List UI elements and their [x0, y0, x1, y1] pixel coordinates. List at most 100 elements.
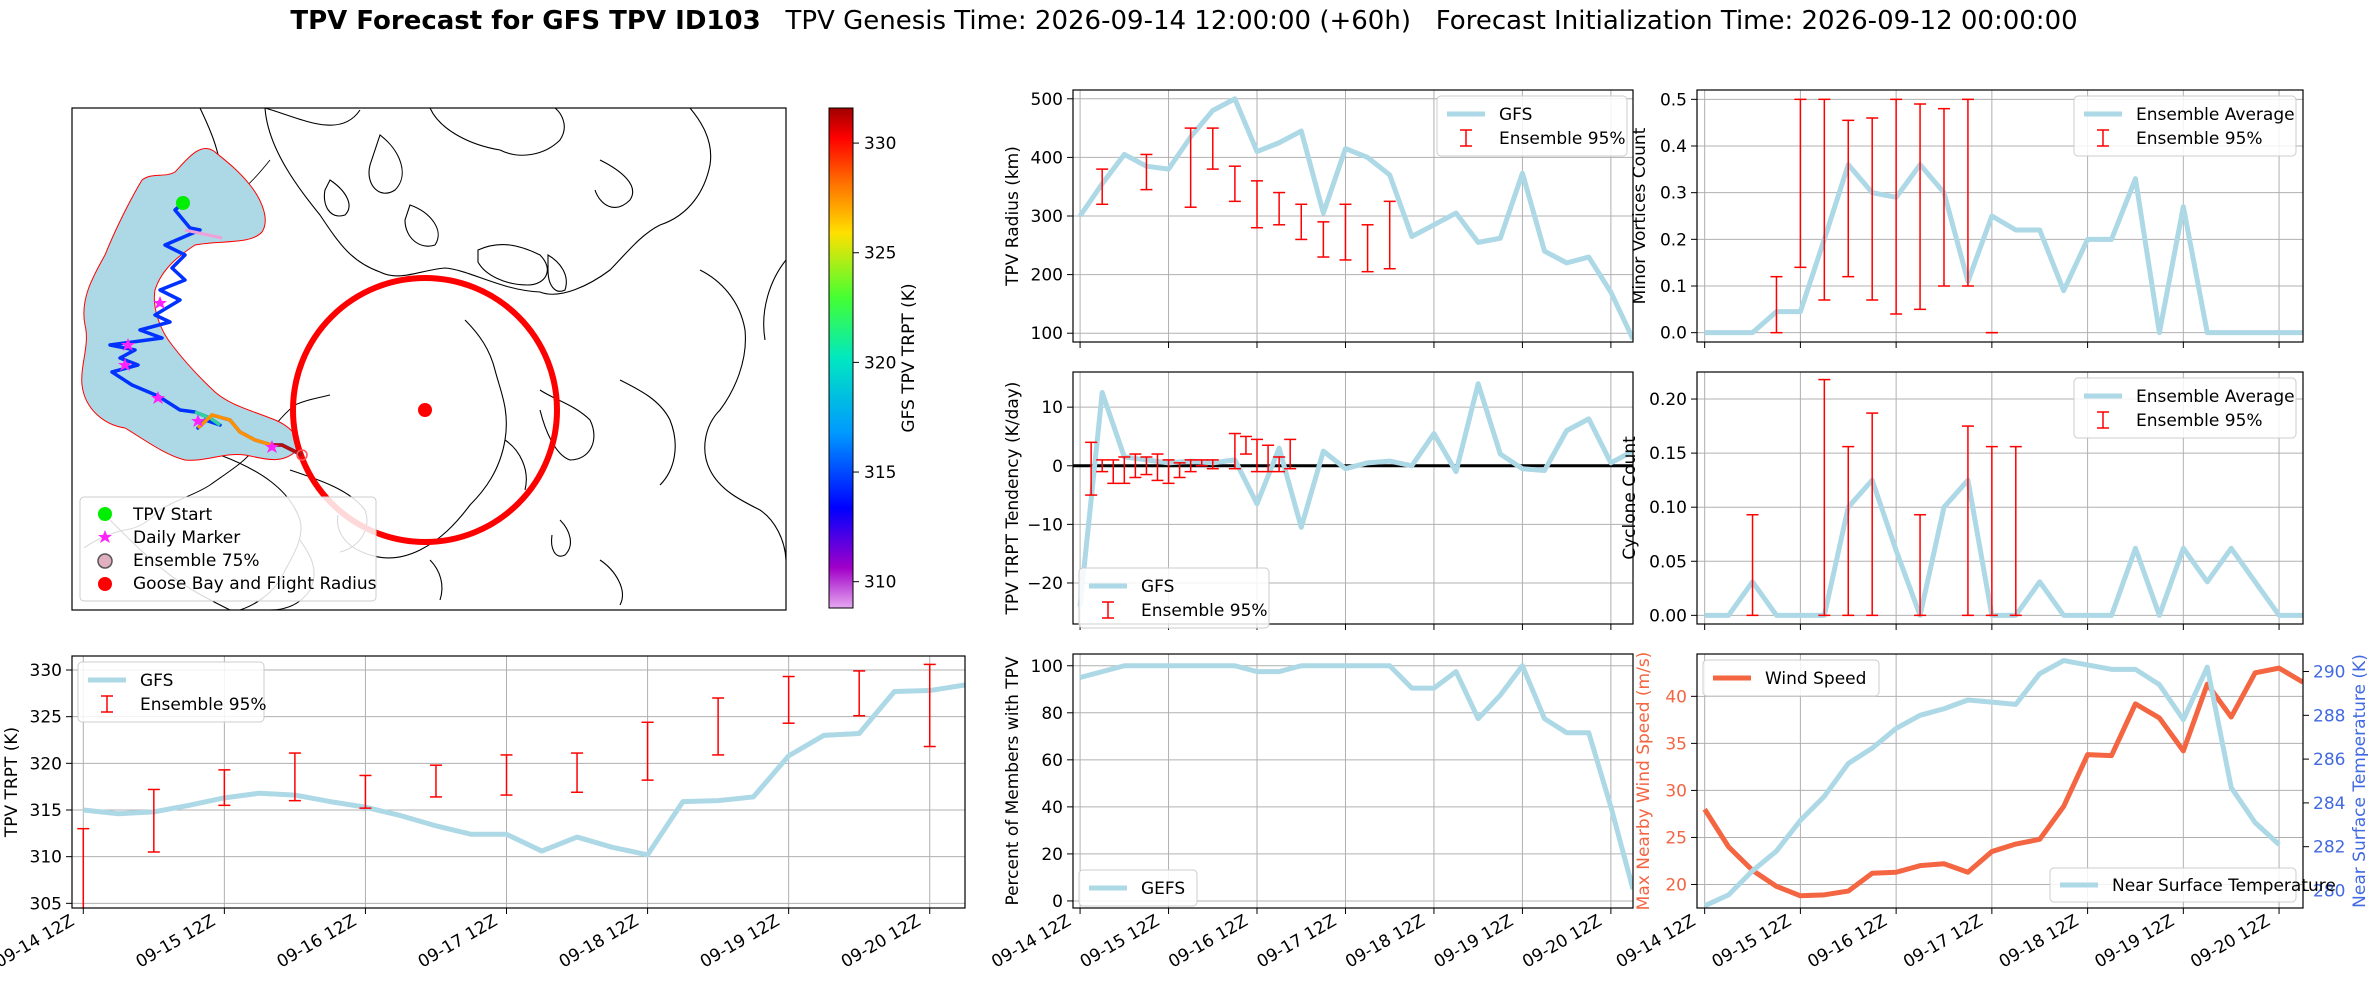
- tpv-start-marker: [176, 196, 190, 210]
- ensemble-errorbar: [1842, 119, 1855, 278]
- ensemble-errorbar: [712, 697, 725, 756]
- ensemble-errorbar: [1151, 453, 1164, 482]
- ensemble-errorbar: [1262, 444, 1275, 473]
- ensemble-errorbar: [1914, 103, 1927, 311]
- legend-box: [2073, 95, 2297, 157]
- x-tick-label: 09-20 12Z: [1519, 911, 1605, 972]
- ensemble-errorbar: [1206, 127, 1219, 170]
- genesis-time: TPV Genesis Time: 2026-09-14 12:00:00 (+…: [785, 6, 1411, 36]
- x-tick-label: 09-17 12Z: [1254, 911, 1340, 972]
- gfs-line: [1702, 665, 2303, 899]
- map-legend: TPV Start Daily Marker Ensemble 75% Goos…: [79, 496, 377, 602]
- plot-frame: [1072, 371, 1634, 625]
- y2-axis-label: Near Surface Temperature (K): [2350, 654, 2368, 908]
- ensemble-errorbar: [782, 675, 795, 724]
- cyclone-panel: 0.00 0.05 0.10 0.15 0.20 Cyclone Count Ensembl…: [1620, 371, 2304, 630]
- x-tick-label: 09-15 12Z: [133, 911, 219, 972]
- ensemble-errorbar: [853, 670, 866, 717]
- legend: Wind Speed: [1702, 659, 1880, 697]
- x-tick-label: 09-14 12Z: [0, 911, 78, 972]
- gfs-line: [1077, 381, 1633, 607]
- y-tick-label: 0.4: [1660, 137, 1687, 157]
- legend-goose-bay-icon: [98, 577, 112, 591]
- gfs-line: [1079, 663, 1633, 890]
- plot-body: [77, 663, 965, 908]
- y2-tick-label: 286: [2313, 750, 2345, 770]
- y-tick-label: 310: [30, 848, 62, 868]
- ensemble-errorbar: [1096, 459, 1109, 473]
- plot-body: [1079, 663, 1633, 890]
- ensemble-errorbar: [288, 752, 301, 802]
- y-tick-label: 300: [1031, 207, 1063, 227]
- y-tick-label: 325: [30, 708, 62, 728]
- ensemble-errorbar: [1140, 153, 1153, 191]
- legend-tpv-start: TPV Start: [132, 505, 213, 525]
- colorbar-label: GFS TPV TRPT (K): [899, 283, 919, 432]
- ensemble-errorbar: [2009, 445, 2022, 617]
- legend-label: Wind Speed: [1765, 669, 1866, 689]
- x-tick-label: 09-14 12Z: [988, 911, 1074, 972]
- x-tick-label: 09-17 12Z: [415, 911, 501, 972]
- y-tick-label: 330: [30, 661, 62, 681]
- y-tick-label: 0.5: [1660, 90, 1687, 110]
- ensemble-errorbar: [1140, 456, 1153, 476]
- y-tick-label: 20: [1665, 875, 1687, 895]
- ensemble-errorbar: [1184, 459, 1197, 473]
- ensemble-errorbar: [147, 788, 160, 853]
- plot-body: [1077, 381, 1633, 607]
- gfs-line: [1078, 96, 1633, 341]
- y-axis-label: Max Nearby Wind Speed (m/s): [1634, 652, 1654, 911]
- ensemble-errorbar: [1251, 438, 1264, 473]
- legend-box: [2049, 867, 2297, 903]
- plot-body: [1704, 98, 2303, 336]
- members-panel: 09-14 12Z 09-15 12Z 09-16 12Z 09-17 12Z 09-1…: [988, 653, 1634, 972]
- map-panel: TPV Start Daily Marker Ensemble 75% Goos…: [71, 107, 919, 611]
- ensemble-errorbar: [1961, 98, 1974, 287]
- ensemble-errorbar: [1184, 127, 1197, 208]
- ensemble-errorbar: [1195, 459, 1208, 467]
- plot-frame: [1072, 89, 1634, 343]
- wind-temp-panel: 09-14 12Z 09-15 12Z 09-16 12Z 09-17 12Z 09-1…: [1613, 652, 2368, 973]
- x-tick-label: 09-14 12Z: [1613, 911, 1699, 972]
- ensemble-errorbar: [1107, 459, 1120, 485]
- x-tick-label: 09-18 12Z: [1996, 911, 2082, 972]
- legend-box: [2073, 377, 2297, 439]
- x-tick-label: 09-20 12Z: [2187, 911, 2273, 972]
- colorbar-tick-label: 325: [864, 244, 896, 264]
- ensemble-errorbar: [429, 764, 442, 798]
- legend: GFS Ensemble 95%: [1436, 95, 1628, 157]
- ensemble-errorbar: [1339, 203, 1352, 261]
- legend-ensemble-75: Ensemble 75%: [133, 551, 260, 571]
- ensemble-errorbar: [1273, 191, 1286, 226]
- y-tick-label: 80: [1041, 704, 1063, 724]
- legend-box: [1436, 95, 1628, 157]
- legend: GEFS: [1078, 869, 1198, 907]
- plot-frame: [1696, 89, 2304, 343]
- y-tick-label: 25: [1665, 828, 1687, 848]
- y-tick-label: 0: [1052, 892, 1063, 912]
- legend-box: [1078, 869, 1198, 907]
- legend-temp: Near Surface Temperature: [2049, 867, 2336, 903]
- legend-label: Ensemble 95%: [1499, 129, 1626, 149]
- y-axis-label: TPV Radius (km): [1003, 146, 1023, 287]
- ensemble-errorbar: [1961, 425, 1974, 617]
- plot-frame: [71, 655, 966, 909]
- legend-daily-marker-icon: [98, 530, 112, 543]
- y-tick-label: 400: [1031, 148, 1063, 168]
- legend-label: Ensemble Average: [2136, 105, 2295, 125]
- ensemble-errorbar: [1273, 456, 1286, 473]
- y-tick-label: 500: [1031, 90, 1063, 110]
- ensemble-errorbar: [1173, 462, 1186, 479]
- ensemble-errorbar: [1239, 435, 1252, 455]
- figure-title-bold: TPV Forecast for GFS TPV ID103: [290, 6, 761, 36]
- goose-bay-marker: [418, 403, 432, 417]
- y2-tick-label: 290: [2313, 663, 2345, 683]
- y-axis-label: Cyclone Count: [1620, 436, 1640, 560]
- legend-goose-bay: Goose Bay and Flight Radius: [133, 574, 377, 594]
- gfs-line: [1704, 162, 2303, 336]
- legend: Ensemble Average Ensemble 95%: [2073, 377, 2297, 439]
- y-tick-label: 0.20: [1649, 390, 1687, 410]
- y-tick-label: 35: [1665, 734, 1687, 754]
- y-tick-label: 0.00: [1649, 606, 1687, 626]
